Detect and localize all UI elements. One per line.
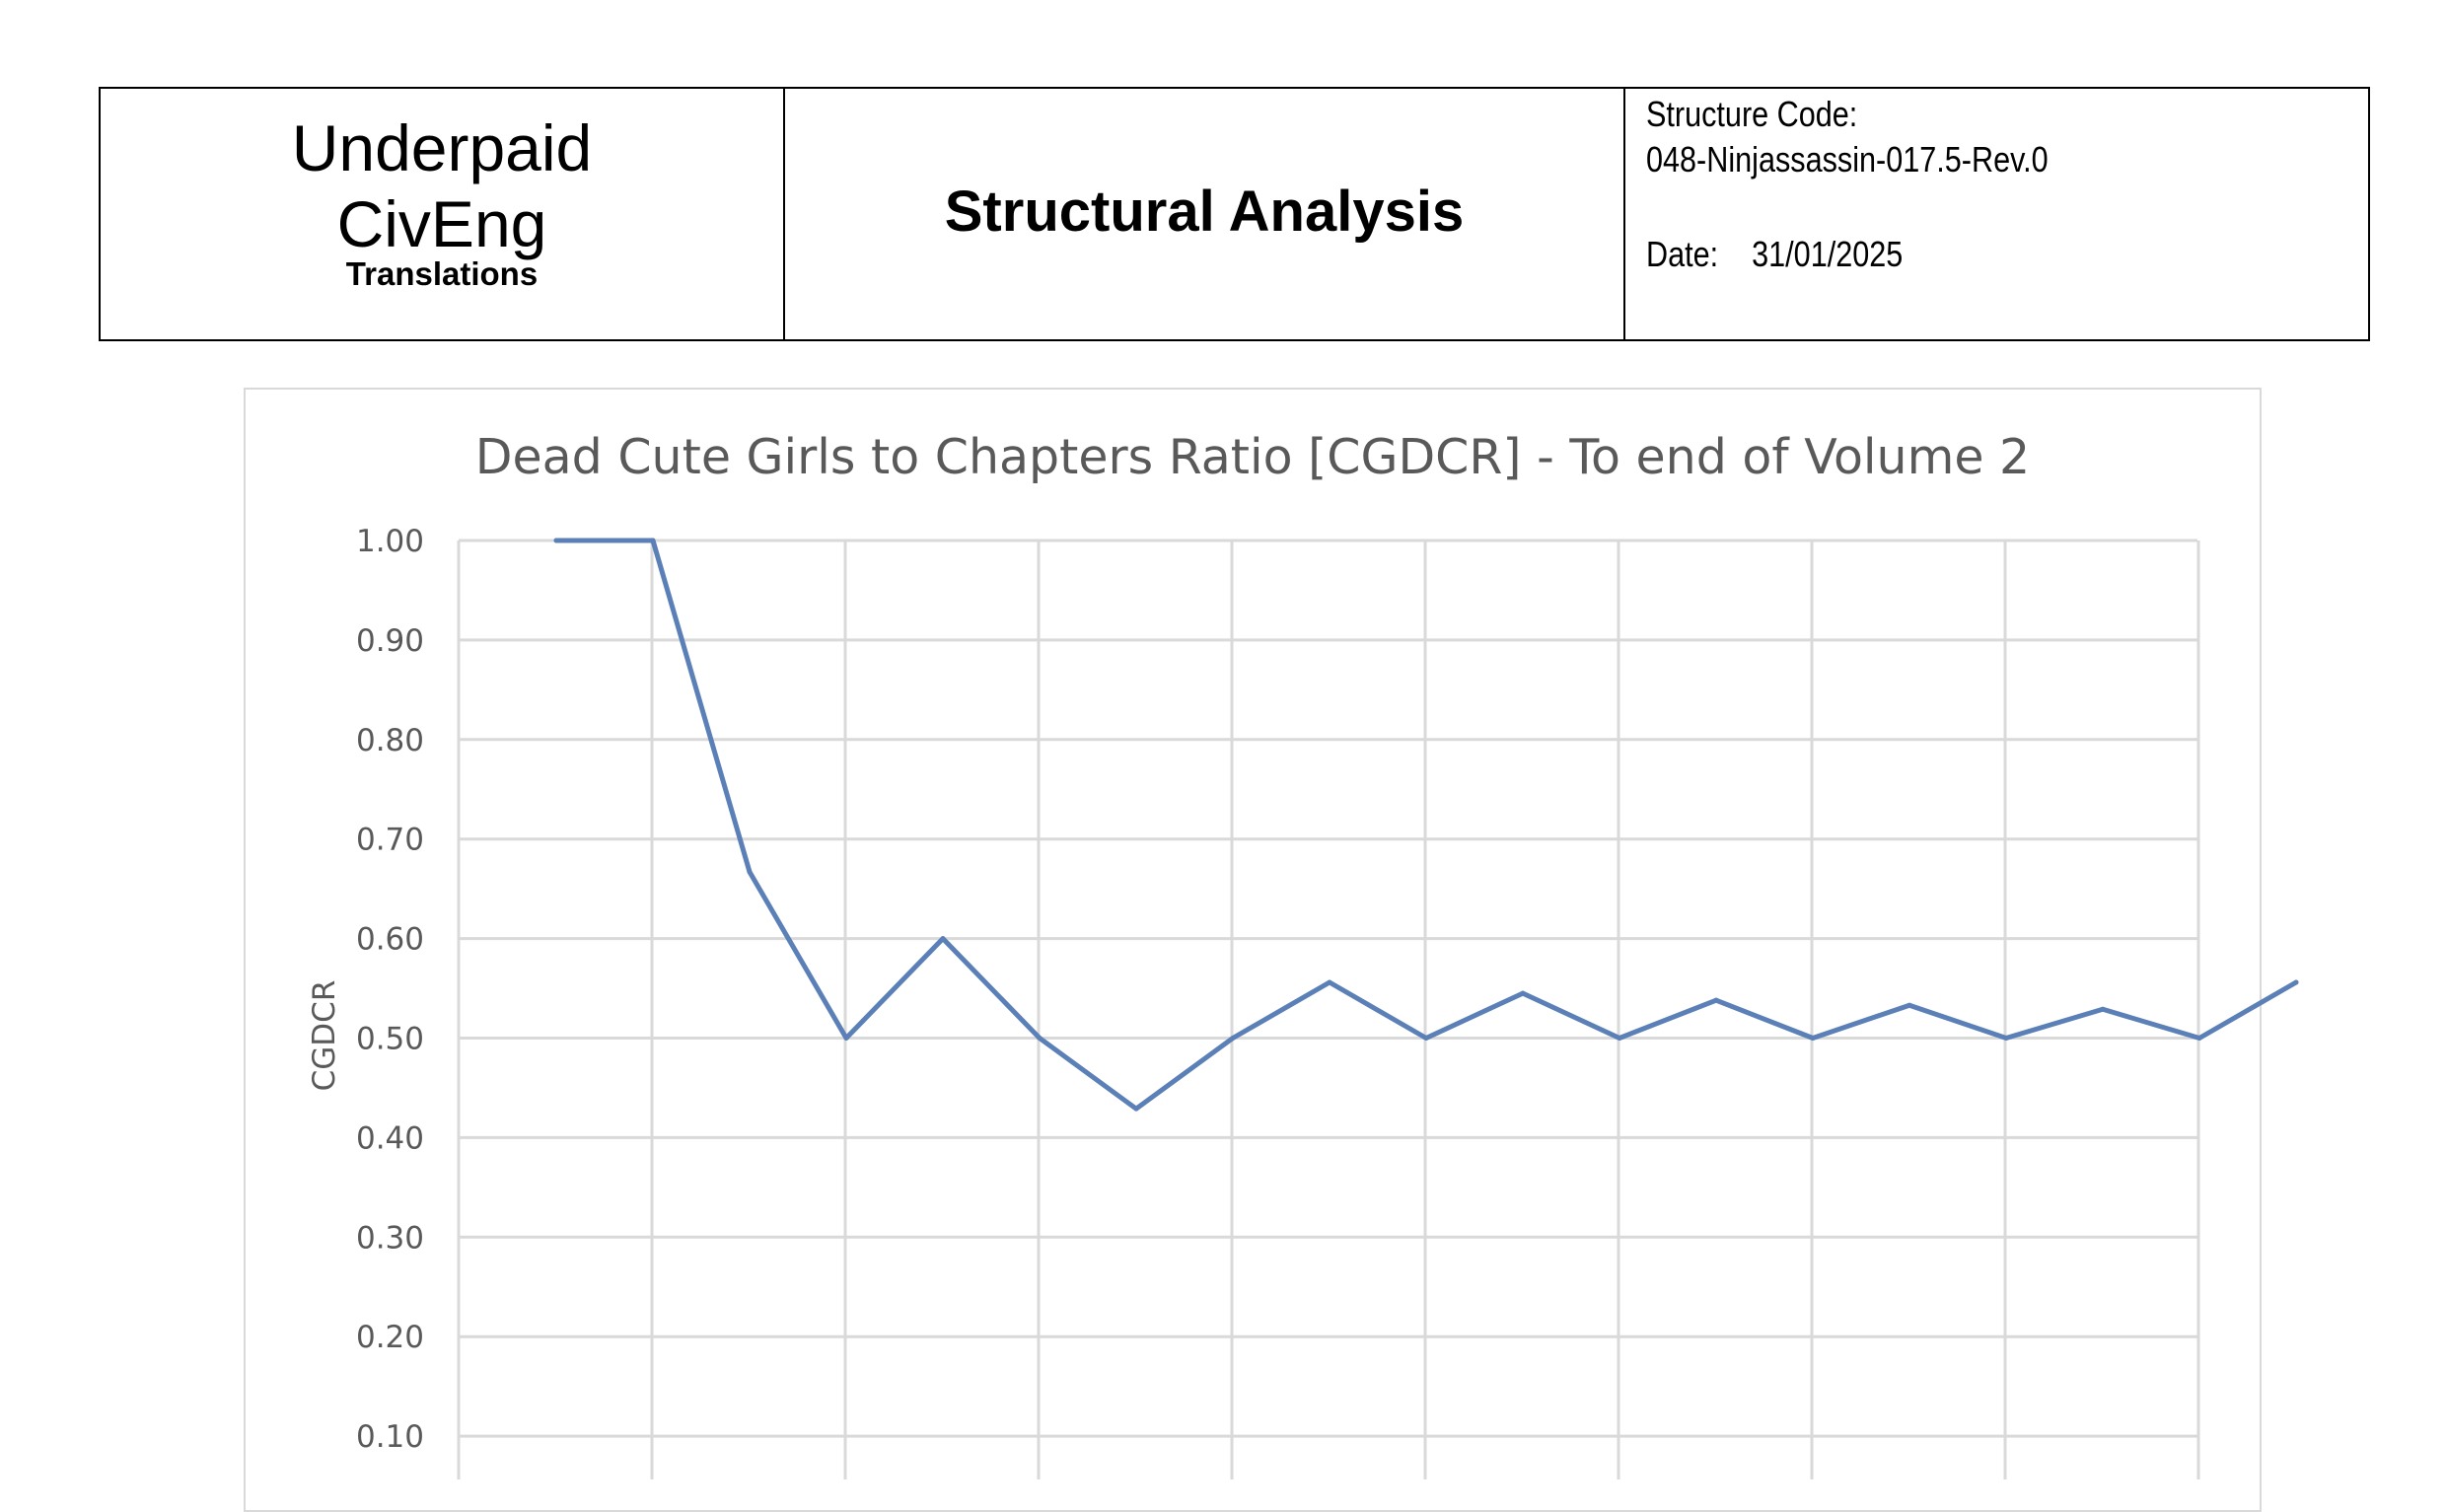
series-layer	[553, 538, 2299, 1112]
data-point	[2100, 1006, 2106, 1012]
data-point	[553, 538, 559, 543]
y-tick-label: 0.50	[356, 1022, 424, 1057]
y-tick-label: 0.90	[356, 623, 424, 659]
y-tick-label: 0.10	[356, 1419, 424, 1455]
y-tick-label: 0.70	[356, 823, 424, 858]
data-point	[1520, 990, 1526, 996]
title-cell: Structural Analysis	[785, 89, 1625, 339]
y-tick-label: 0.60	[356, 922, 424, 958]
chart-title: Dead Cute Girls to Chapters Ratio [CGDCR…	[475, 429, 2030, 485]
data-point	[1230, 1036, 1236, 1041]
y-tick-labels: 1.00 0.90 0.80 0.70 0.60 0.50 0.40 0.30 0.20 0.10	[356, 524, 424, 1455]
line-chart: Dead Cute Girls to Chapters Ratio [CGDCR…	[307, 429, 2299, 1479]
data-point	[1713, 997, 1719, 1003]
grid-lines	[457, 539, 2200, 1479]
date-value: 31/01/2025	[1752, 234, 1904, 274]
data-point	[1133, 1106, 1139, 1112]
logo-line-1: Underpaid	[291, 111, 593, 184]
y-tick-label: 0.20	[356, 1320, 424, 1355]
data-point	[1037, 1036, 1043, 1041]
logo-line-3: Translations	[345, 255, 539, 292]
data-point	[940, 936, 946, 942]
data-point	[843, 1036, 849, 1041]
company-logo: Underpaid CivEng Translations	[101, 89, 785, 339]
document-header: Underpaid CivEng Translations Structural…	[99, 87, 2370, 341]
data-point	[2293, 979, 2299, 985]
data-point	[1423, 1036, 1429, 1041]
data-point	[650, 538, 656, 543]
y-tick-label: 1.00	[356, 524, 424, 559]
date-label: Date:	[1646, 234, 1719, 274]
document-title: Structural Analysis	[944, 180, 1465, 244]
y-tick-label: 0.80	[356, 723, 424, 758]
y-axis-label: CGDCR	[307, 980, 342, 1092]
structure-code-value: 048-Ninjassassin-017.5-Rev.0	[1646, 139, 2049, 180]
structure-code-label: Structure Code:	[1646, 94, 1858, 134]
data-point	[1810, 1036, 1816, 1041]
data-point	[1617, 1036, 1622, 1041]
data-point	[2003, 1036, 2009, 1041]
y-tick-label: 0.30	[356, 1220, 424, 1256]
data-point	[1327, 979, 1332, 985]
date-row: Date: 31/01/2025	[1646, 233, 1903, 276]
data-point	[1906, 1002, 1912, 1008]
y-tick-label: 0.40	[356, 1120, 424, 1156]
data-point	[2196, 1036, 2202, 1041]
info-cell: Structure Code: 048-Ninjassassin-017.5-R…	[1625, 89, 2368, 339]
logo-line-2: CivEng	[336, 187, 547, 260]
data-point	[747, 869, 753, 875]
